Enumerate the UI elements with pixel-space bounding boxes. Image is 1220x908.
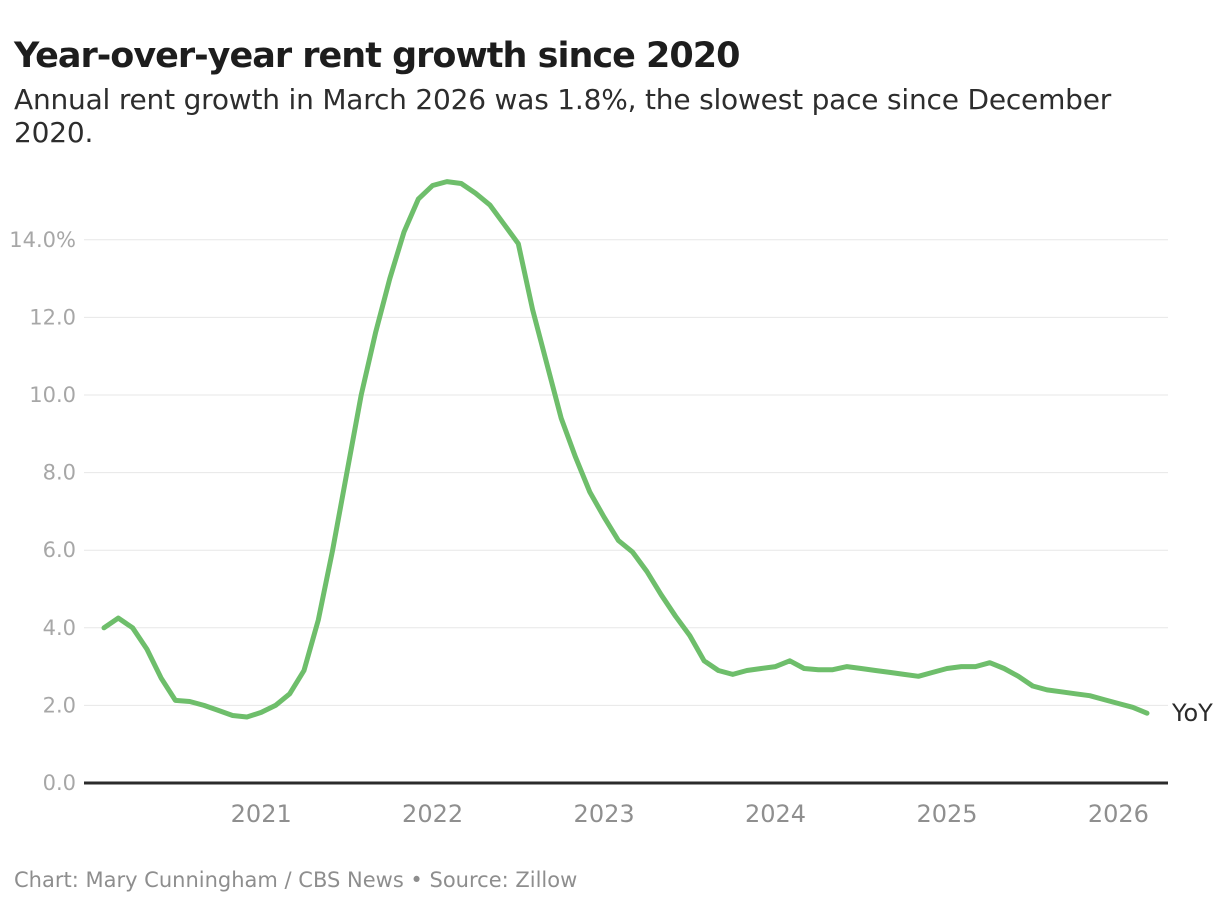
rent-growth-line (101, 179, 1150, 720)
x-axis-tick-label: 2023 (574, 800, 635, 828)
y-axis-tick-label: 6.0 (43, 538, 76, 562)
y-axis-tick-label: 8.0 (43, 461, 76, 485)
x-axis-tick-label: 2026 (1088, 800, 1149, 828)
subtitle-line-2: 2020. (14, 116, 94, 149)
y-axis-tick-label: 14.0% (9, 228, 76, 252)
y-axis-tick-label: 12.0 (29, 305, 76, 329)
x-axis-tick-label: 2022 (402, 800, 463, 828)
x-axis-tick-label: 2024 (745, 800, 806, 828)
y-axis-tick-label: 10.0 (29, 383, 76, 407)
x-axis-tick-label: 2021 (231, 800, 292, 828)
series-end-label: YoY (1171, 699, 1213, 727)
series-layer (101, 179, 1150, 720)
chart-footer: Chart: Mary Cunningham / CBS News • Sour… (14, 868, 578, 892)
x-axis-tick-label: 2025 (916, 800, 977, 828)
y-axis-tick-labels: 0.0 2.0 4.0 6.0 8.0 10.0 12.0 14.0% (9, 228, 76, 795)
chart-title: Year-over-year rent growth since 2020 (14, 36, 740, 77)
gridlines (84, 239, 1168, 706)
y-axis-tick-label: 0.0 (43, 771, 76, 795)
y-axis-tick-label: 4.0 (43, 616, 76, 640)
x-axis-tick-labels: 2021 2022 2023 2024 2025 2026 (231, 800, 1149, 828)
subtitle-line-1: Annual rent growth in March 2026 was 1.8… (14, 83, 1112, 116)
chart-subtitle: Annual rent growth in March 2026 was 1.8… (14, 83, 1111, 149)
y-axis-tick-label: 2.0 (43, 693, 76, 717)
